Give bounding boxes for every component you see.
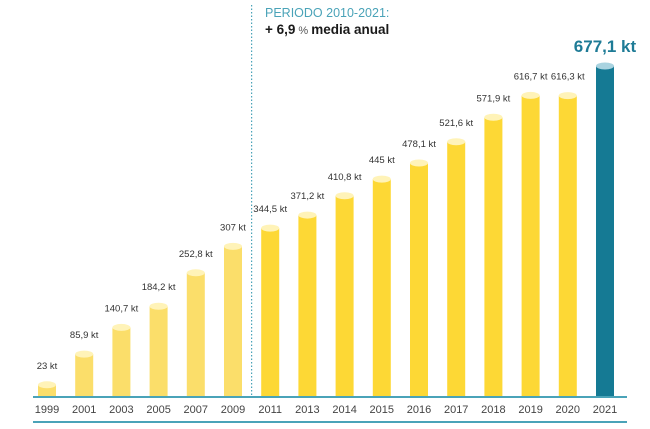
bar-body (186, 272, 205, 396)
value-label-2005: 184,2 kt (142, 282, 176, 293)
period-average-value: + 6,9 (265, 22, 295, 37)
bar-2016 (410, 159, 428, 396)
x-tick-1999: 1999 (35, 404, 59, 416)
bar-top (38, 381, 56, 389)
bar-2009 (224, 242, 242, 396)
value-label-1999: 23 kt (37, 361, 58, 372)
x-tick-2020: 2020 (556, 404, 580, 416)
period-average: + 6,9% media anual (265, 22, 389, 37)
bar-body (372, 179, 391, 396)
bar-2003 (112, 323, 131, 396)
x-tick-2011: 2011 (258, 404, 282, 416)
bar-body (75, 354, 94, 396)
period-average-pct: % (298, 25, 308, 37)
bar-top (149, 302, 168, 310)
period-title: PERIODO 2010-2021: (265, 6, 389, 20)
value-label-2013: 371,2 kt (290, 191, 324, 202)
bar-top (484, 113, 503, 121)
bar-2020 (558, 92, 577, 396)
x-tick-2003: 2003 (109, 404, 133, 416)
bar-top (372, 175, 391, 183)
bar-body (447, 141, 466, 396)
bar-2017 (447, 138, 466, 396)
bar-body (261, 228, 280, 396)
bar-body (38, 384, 56, 396)
bar-2015 (372, 175, 391, 396)
x-tick-2013: 2013 (295, 404, 319, 416)
bar-body (224, 246, 242, 396)
bar-body (484, 117, 503, 396)
value-label-2019: 616,7 kt (514, 71, 548, 82)
bar-body (149, 306, 168, 396)
value-label-2021: 677,1 kt (574, 37, 637, 56)
bar-2021 (596, 62, 614, 396)
value-label-2017: 521,6 kt (439, 118, 473, 129)
value-label-2007: 252,8 kt (179, 249, 213, 260)
bar-2011 (261, 224, 280, 396)
bar-2005 (149, 302, 168, 396)
x-tick-2017: 2017 (444, 404, 468, 416)
bar-2019 (521, 91, 540, 396)
bar-body (596, 66, 614, 396)
bar-top (261, 224, 280, 232)
bar-top (521, 91, 540, 99)
x-tick-2009: 2009 (221, 404, 245, 416)
bar-top (112, 323, 131, 331)
bar-body (558, 95, 577, 396)
value-label-2009: 307 kt (220, 222, 246, 233)
bar-top (224, 242, 242, 250)
bar-body (298, 215, 317, 396)
bar-top (447, 138, 466, 146)
bar-top (186, 269, 205, 277)
bar-body (112, 327, 131, 396)
value-label-2014: 410,8 kt (328, 172, 362, 183)
bar-top (596, 62, 614, 70)
x-tick-2005: 2005 (146, 404, 170, 416)
x-tick-2014: 2014 (332, 404, 356, 416)
x-tick-2015: 2015 (370, 404, 394, 416)
bar-top (298, 211, 317, 219)
bar-body (521, 95, 540, 396)
bar-2013 (298, 211, 317, 396)
value-label-2003: 140,7 kt (104, 303, 138, 314)
bar-top (558, 92, 577, 100)
x-tick-2019: 2019 (518, 404, 542, 416)
x-tick-2007: 2007 (184, 404, 208, 416)
value-label-2018: 571,9 kt (476, 93, 510, 104)
x-tick-2016: 2016 (407, 404, 431, 416)
value-label-2011: 344,5 kt (253, 204, 287, 215)
x-tick-2018: 2018 (481, 404, 505, 416)
bar-top (410, 159, 428, 167)
value-label-2015: 445 kt (369, 155, 395, 166)
value-label-2016: 478,1 kt (402, 139, 436, 150)
bar-2014 (335, 192, 354, 396)
x-tick-2001: 2001 (72, 404, 96, 416)
value-label-2001: 85,9 kt (70, 330, 99, 341)
bar-top (335, 192, 354, 200)
bar-top (75, 350, 94, 358)
bar-2018 (484, 113, 503, 396)
bar-2007 (186, 269, 205, 396)
bar-2001 (75, 350, 94, 396)
x-tick-2021: 2021 (593, 404, 617, 416)
bar-1999 (38, 381, 56, 396)
period-average-text: media anual (311, 22, 389, 37)
bar-body (410, 162, 428, 396)
bar-body (335, 195, 354, 396)
value-label-2020: 616,3 kt (551, 72, 585, 83)
